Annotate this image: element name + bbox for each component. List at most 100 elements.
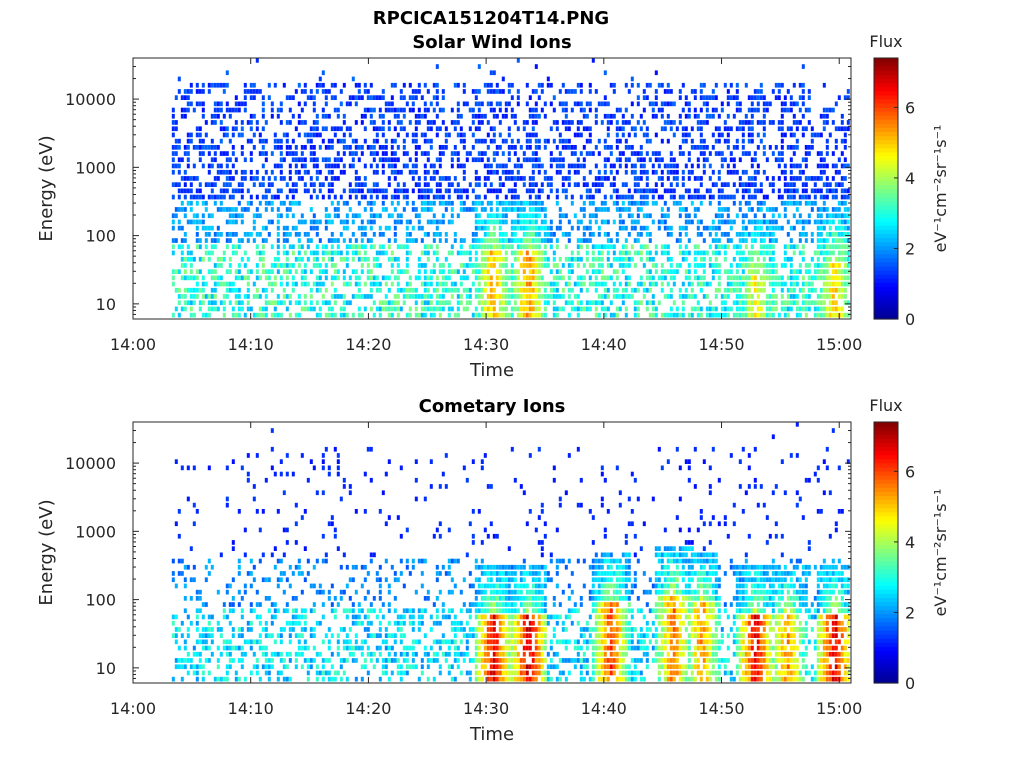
heatmap-cell <box>318 263 322 268</box>
heatmap-cell <box>705 312 709 318</box>
heatmap-cell <box>789 107 793 113</box>
heatmap-cell <box>750 263 754 268</box>
heatmap-cell <box>297 300 301 306</box>
heatmap-cell <box>744 256 748 262</box>
heatmap-cell <box>396 169 400 175</box>
heatmap-cell <box>393 163 397 169</box>
heatmap-cell <box>612 188 616 194</box>
heatmap-cell <box>333 157 337 163</box>
heatmap-cell <box>318 188 322 194</box>
heatmap-cell <box>309 151 313 156</box>
heatmap-cell <box>489 188 493 194</box>
heatmap-cell <box>756 225 760 231</box>
heatmap-cell <box>195 294 199 299</box>
heatmap-cell <box>225 651 229 657</box>
heatmap-cell <box>753 89 757 94</box>
heatmap-cell <box>684 294 688 299</box>
heatmap-cell <box>330 82 334 88</box>
heatmap-cell <box>585 250 589 256</box>
heatmap-cell <box>474 126 478 132</box>
heatmap-cell <box>372 244 376 250</box>
heatmap-cell <box>255 670 259 676</box>
heatmap-cell <box>195 639 199 645</box>
heatmap-cell <box>324 225 328 231</box>
heatmap-cell <box>603 312 607 318</box>
heatmap-cell <box>309 157 313 163</box>
heatmap-cell <box>789 238 793 243</box>
heatmap-cell <box>513 250 517 256</box>
heatmap-cell <box>291 95 295 100</box>
heatmap-cell <box>210 163 214 169</box>
heatmap-cell <box>261 306 265 312</box>
heatmap-cell <box>501 300 505 306</box>
heatmap-cell <box>456 107 460 113</box>
heatmap-cell <box>717 126 721 132</box>
heatmap-cell <box>192 163 196 169</box>
heatmap-cell <box>762 213 766 219</box>
heatmap-cell <box>846 238 850 243</box>
heatmap-cell <box>234 250 238 256</box>
heatmap-cell <box>522 225 526 231</box>
heatmap-cell <box>426 244 430 250</box>
heatmap-cell <box>210 225 214 231</box>
heatmap-cell <box>675 163 679 169</box>
heatmap-cell <box>186 496 190 502</box>
heatmap-cell <box>444 132 448 138</box>
heatmap-cell <box>600 300 604 306</box>
heatmap-cell <box>753 157 757 163</box>
heatmap-cell <box>531 157 535 163</box>
heatmap-cell <box>612 294 616 299</box>
heatmap-cell <box>699 176 703 181</box>
heatmap-cell <box>600 176 604 181</box>
heatmap-cell <box>771 287 775 293</box>
heatmap-cell <box>606 306 610 312</box>
heatmap-cell <box>450 107 454 113</box>
heatmap-cell <box>327 213 331 219</box>
heatmap-cell <box>492 138 496 144</box>
heatmap-cell <box>561 287 565 293</box>
heatmap-cell <box>231 244 235 250</box>
heatmap-cell <box>171 250 175 256</box>
heatmap-cell <box>498 256 502 262</box>
heatmap-cell <box>492 89 496 94</box>
heatmap-cell <box>723 207 727 212</box>
heatmap-cell <box>495 275 499 281</box>
heatmap-cell <box>435 182 439 187</box>
heatmap-cell <box>303 82 307 88</box>
heatmap-cell <box>318 145 322 150</box>
heatmap-cell <box>474 225 478 231</box>
heatmap-cell <box>537 244 541 250</box>
heatmap-cell <box>783 163 787 169</box>
heatmap-cell <box>192 213 196 219</box>
heatmap-cell <box>768 244 772 250</box>
heatmap-cell <box>414 287 418 293</box>
heatmap-cell <box>633 306 637 312</box>
heatmap-cell <box>399 244 403 250</box>
heatmap-cell <box>228 281 232 287</box>
heatmap-cell <box>357 312 361 318</box>
heatmap-cell <box>591 300 595 306</box>
heatmap-cell <box>636 82 640 88</box>
heatmap-cell <box>759 207 763 212</box>
heatmap-cell <box>201 676 205 682</box>
heatmap-cell <box>687 213 691 219</box>
heatmap-cell <box>387 126 391 132</box>
heatmap-cell <box>660 250 664 256</box>
heatmap-cell <box>522 157 526 163</box>
heatmap-cell <box>216 207 220 212</box>
colorbar-step <box>874 123 898 128</box>
heatmap-cell <box>396 200 400 206</box>
heatmap-cell <box>234 312 238 318</box>
heatmap-cell <box>246 275 250 281</box>
heatmap-cell <box>660 138 664 144</box>
heatmap-cell <box>792 250 796 256</box>
heatmap-cell <box>753 107 757 113</box>
heatmap-cell <box>516 89 520 94</box>
heatmap-cell <box>786 145 790 150</box>
heatmap-cell <box>636 306 640 312</box>
heatmap-cell <box>255 509 259 514</box>
heatmap-cell <box>408 120 412 125</box>
heatmap-cell <box>627 132 631 138</box>
heatmap-cell <box>306 232 310 237</box>
heatmap-cell <box>633 312 637 318</box>
